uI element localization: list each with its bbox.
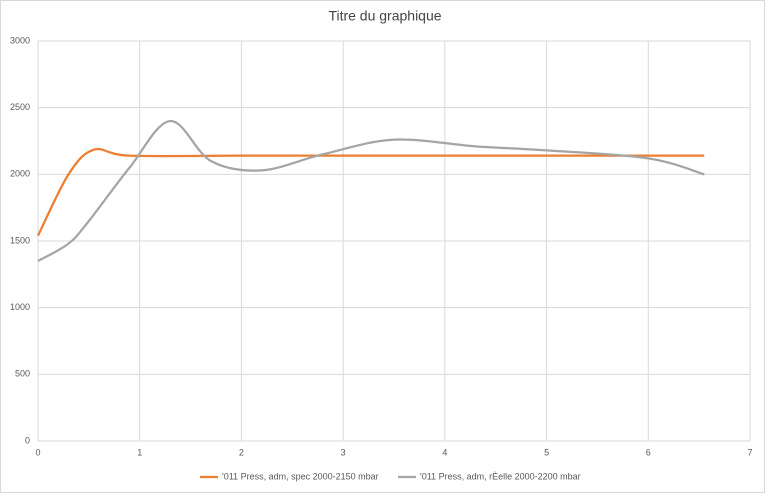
x-tick-label: 2	[239, 447, 244, 457]
x-tick-label: 6	[646, 447, 651, 457]
legend-label: '011 Press, adm, spec 2000-2150 mbar	[222, 471, 379, 481]
x-tick-label: 3	[341, 447, 346, 457]
legend-label: '011 Press, adm, rÈelle 2000-2200 mbar	[420, 471, 581, 481]
x-tick-label: 5	[544, 447, 549, 457]
y-tick-label: 1500	[10, 235, 30, 245]
x-tick-label: 4	[442, 447, 447, 457]
x-tick-label: 1	[137, 447, 142, 457]
x-tick-label: 0	[35, 447, 40, 457]
y-tick-label: 1000	[10, 302, 30, 312]
series-line	[37, 119, 705, 262]
x-tick-label: 7	[747, 447, 752, 457]
y-tick-label: 3000	[10, 35, 30, 45]
y-tick-label: 2000	[10, 169, 30, 179]
y-tick-label: 2500	[10, 102, 30, 112]
y-tick-label: 500	[15, 369, 30, 379]
chart-title: Titre du graphique	[328, 8, 441, 24]
y-tick-label: 0	[25, 435, 30, 445]
